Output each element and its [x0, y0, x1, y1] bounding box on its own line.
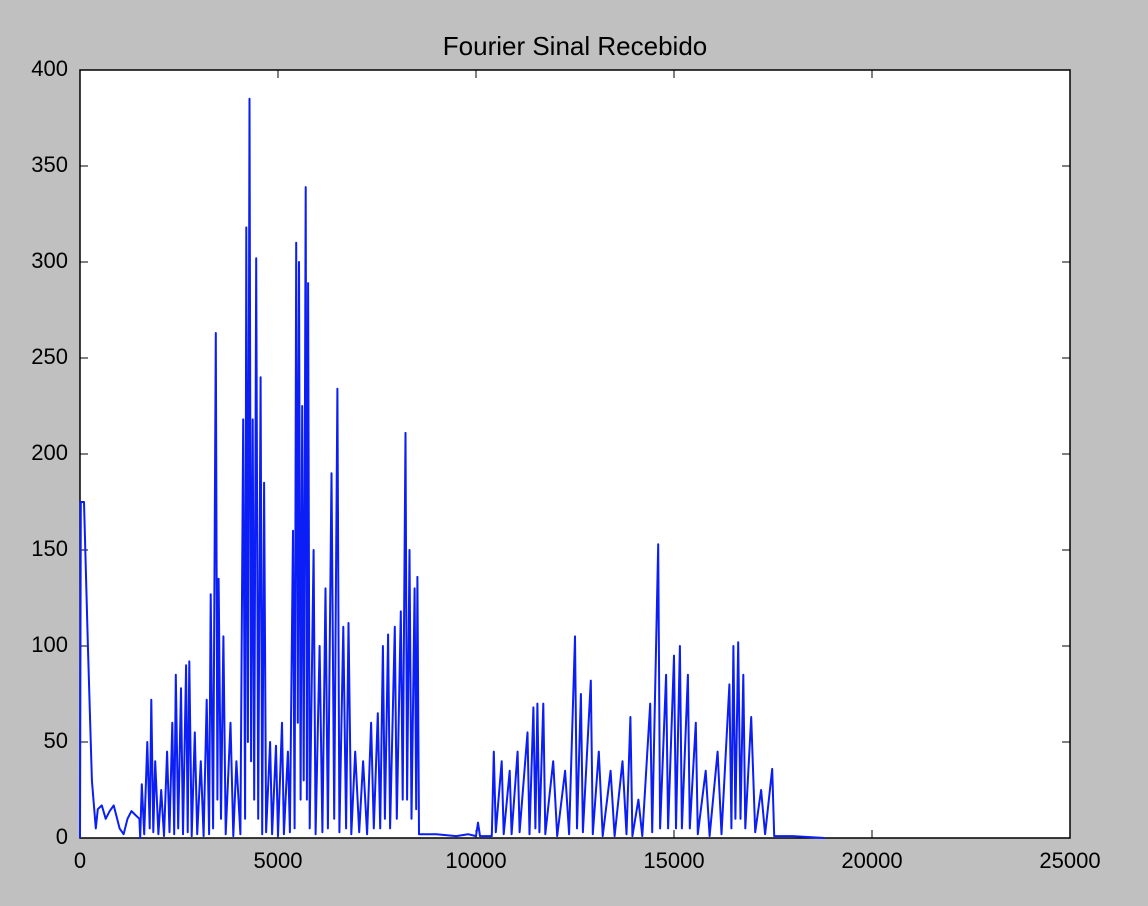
- y-tick-label: 250: [31, 344, 68, 369]
- x-tick-label: 0: [74, 848, 86, 873]
- y-tick-label: 350: [31, 152, 68, 177]
- y-tick-label: 0: [56, 824, 68, 849]
- x-tick-label: 10000: [445, 848, 506, 873]
- y-tick-label: 300: [31, 248, 68, 273]
- y-tick-label: 100: [31, 632, 68, 657]
- y-tick-label: 50: [44, 728, 68, 753]
- x-tick-label: 15000: [643, 848, 704, 873]
- y-tick-label: 200: [31, 440, 68, 465]
- signal-line: [79, 97, 825, 839]
- x-tick-label: 5000: [254, 848, 303, 873]
- x-tick-label: 20000: [841, 848, 902, 873]
- x-tick-label: 25000: [1039, 848, 1100, 873]
- y-tick-label: 400: [31, 56, 68, 81]
- y-tick-label: 150: [31, 536, 68, 561]
- chart-title: Fourier Sinal Recebido: [443, 31, 707, 61]
